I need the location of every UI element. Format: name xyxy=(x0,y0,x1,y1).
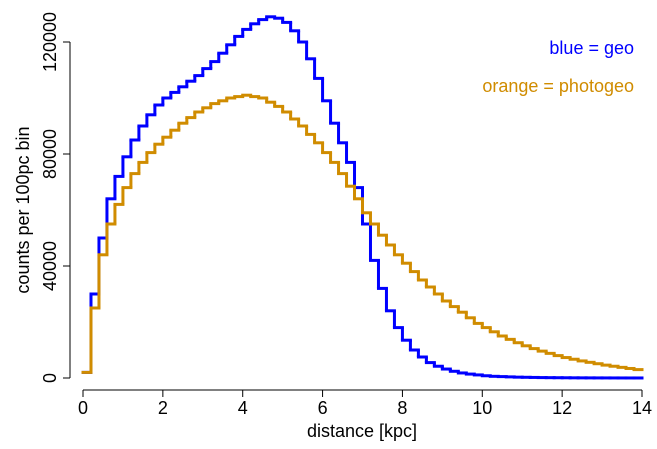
y-axis-label: counts per 100pc bin xyxy=(13,126,33,293)
x-axis-label: distance [kpc] xyxy=(307,421,417,441)
y-tick-label: 40000 xyxy=(40,241,60,291)
x-tick-label: 2 xyxy=(158,398,168,418)
step-riser xyxy=(89,95,636,373)
x-tick-label: 14 xyxy=(632,398,652,418)
x-tick-label: 12 xyxy=(552,398,572,418)
legend-entry: orange = photogeo xyxy=(482,76,634,96)
y-tick-label: 0 xyxy=(40,373,60,383)
x-tick-label: 0 xyxy=(78,398,88,418)
legend-entry: blue = geo xyxy=(549,38,634,58)
y-tick-label: 80000 xyxy=(40,129,60,179)
x-tick-label: 10 xyxy=(472,398,492,418)
x-tick-label: 6 xyxy=(318,398,328,418)
x-tick-label: 4 xyxy=(238,398,248,418)
x-tick-label: 8 xyxy=(397,398,407,418)
y-tick-label: 120000 xyxy=(40,12,60,72)
